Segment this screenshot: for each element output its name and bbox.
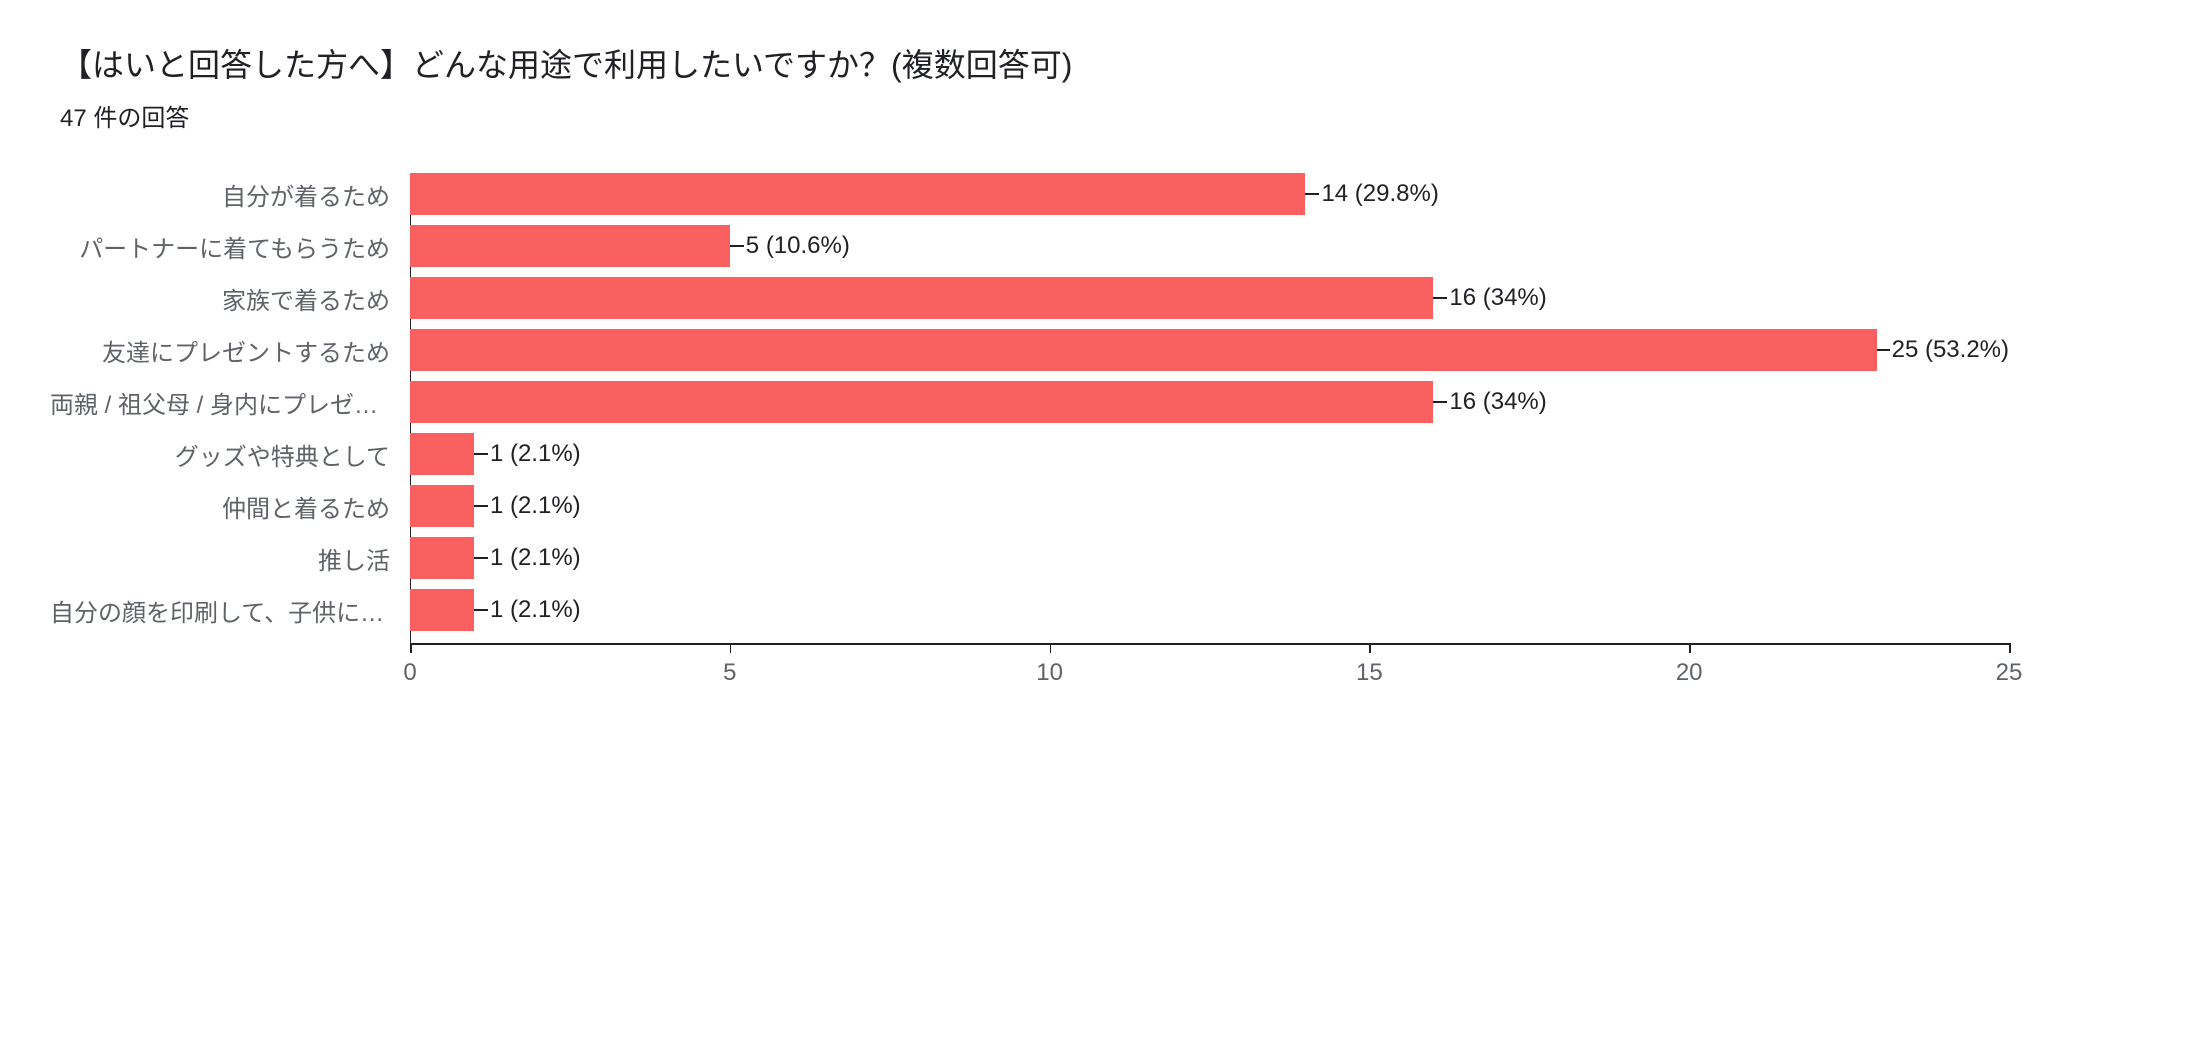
x-axis: 0510152025 [410, 643, 2009, 703]
bar-value-label: 14 (29.8%) [1319, 180, 1438, 208]
bar-row: 仲間と着るため1 (2.1%) [410, 485, 2009, 527]
bar-value-label: 5 (10.6%) [744, 232, 850, 260]
x-axis-tick-label: 10 [1036, 659, 1063, 687]
bar-category-label: パートナーに着てもらうため [50, 229, 400, 264]
x-axis-tick [2009, 643, 2011, 653]
bar-value-label: 1 (2.1%) [488, 440, 581, 468]
bar-category-label: 家族で着るため [50, 281, 400, 316]
bar-category-label: 友達にプレゼントするため [50, 333, 400, 368]
x-axis-tick [730, 643, 732, 653]
bar-row: パートナーに着てもらうため5 (10.6%) [410, 225, 2009, 267]
x-axis-tick-label: 15 [1356, 659, 1383, 687]
bar-category-label: 推し活 [50, 541, 400, 576]
bar-value-label: 1 (2.1%) [488, 492, 581, 520]
chart-subtitle: 47 件の回答 [60, 98, 2139, 133]
bar-value-tick [474, 505, 488, 507]
bar-fill [410, 537, 474, 579]
x-axis-tick-label: 0 [403, 659, 416, 687]
bar-row: グッズや特典として1 (2.1%) [410, 433, 2009, 475]
bar-category-label: 自分が着るため [50, 177, 400, 212]
bar-fill [410, 433, 474, 475]
bar-category-label: 両親 / 祖父母 / 身内にプレゼン… [50, 385, 400, 420]
bar-fill [410, 485, 474, 527]
bar-row: 両親 / 祖父母 / 身内にプレゼン…16 (34%) [410, 381, 2009, 423]
x-axis-tick-label: 5 [723, 659, 736, 687]
chart-title: 【はいと回答した方へ】どんな用途で利用したいですか？(複数回答可) [60, 40, 2139, 86]
bar-row: 家族で着るため16 (34%) [410, 277, 2009, 319]
bar-fill [410, 225, 730, 267]
bar-row: 推し活1 (2.1%) [410, 537, 2009, 579]
bar-value-label: 1 (2.1%) [488, 596, 581, 624]
chart-container: 【はいと回答した方へ】どんな用途で利用したいですか？(複数回答可) 47 件の回… [60, 40, 2139, 713]
bar-value-tick [474, 453, 488, 455]
plot-area: 自分が着るため14 (29.8%) パートナーに着てもらうため5 (10.6%) 家… [410, 173, 2139, 713]
bar-fill [410, 173, 1305, 215]
bars-region: 自分が着るため14 (29.8%) パートナーに着てもらうため5 (10.6%) 家… [410, 173, 2009, 643]
x-axis-line [410, 643, 2009, 645]
bar-value-tick [1433, 297, 1447, 299]
x-axis-tick-label: 20 [1676, 659, 1703, 687]
bar-value-tick [474, 557, 488, 559]
bar-value-tick [1433, 401, 1447, 403]
chart-body: 自分が着るため14 (29.8%) パートナーに着てもらうため5 (10.6%) 家… [60, 173, 2139, 713]
bar-fill [410, 381, 1433, 423]
bar-value-tick [1305, 193, 1319, 195]
x-axis-tick [1050, 643, 1052, 653]
bar-value-label: 1 (2.1%) [488, 544, 581, 572]
bar-row: 自分が着るため14 (29.8%) [410, 173, 2009, 215]
bar-value-label: 16 (34%) [1447, 284, 1546, 312]
x-axis-tick [410, 643, 412, 653]
x-axis-tick [1689, 643, 1691, 653]
bar-fill [410, 329, 1877, 371]
bar-category-label: グッズや特典として [50, 437, 400, 472]
bar-category-label: 自分の顔を印刷して、子供に着… [50, 593, 400, 628]
bar-value-tick [1877, 349, 1890, 351]
bar-value-label: 16 (34%) [1447, 388, 1546, 416]
x-axis-tick [1369, 643, 1371, 653]
bar-fill [410, 589, 474, 631]
bar-row: 友達にプレゼントするため25 (53.2%) [410, 329, 2009, 371]
bar-value-label: 25 (53.2%) [1890, 336, 2009, 364]
bar-fill [410, 277, 1433, 319]
bar-row: 自分の顔を印刷して、子供に着…1 (2.1%) [410, 589, 2009, 631]
bar-value-tick [730, 245, 744, 247]
bar-value-tick [474, 609, 488, 611]
x-axis-tick-label: 25 [1996, 659, 2023, 687]
bar-category-label: 仲間と着るため [50, 489, 400, 524]
